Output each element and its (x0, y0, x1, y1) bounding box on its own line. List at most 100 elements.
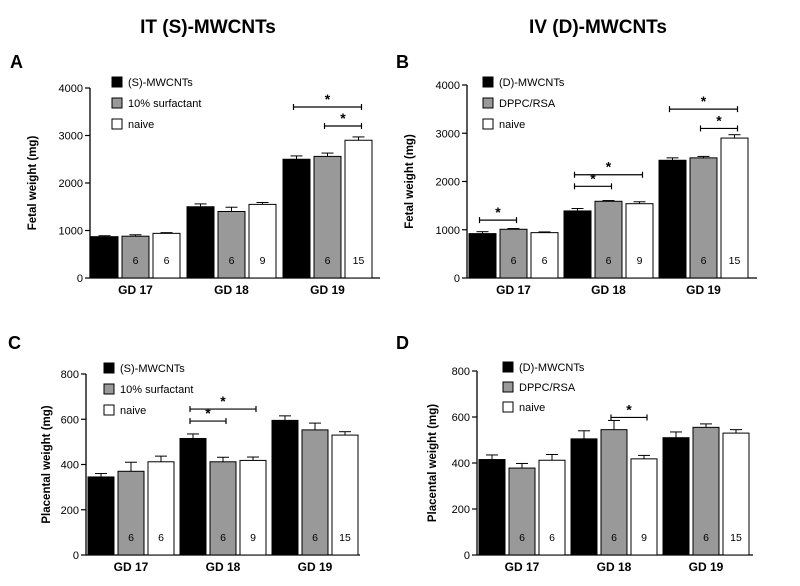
category-label-a-1: GD 18 (214, 283, 249, 297)
legend-label-c-0: (S)-MWCNTs (120, 363, 185, 375)
bar-a-s0-g0 (90, 236, 119, 279)
n-label-a-s1-g1: 6 (229, 255, 235, 267)
sig-star-b-4: * (716, 112, 722, 128)
legend-label-c-1: 10% surfactant (120, 384, 193, 396)
bar-d-s1-g1 (600, 429, 628, 556)
bar-c-s1-g1 (209, 461, 237, 556)
y-tick-label-c-0: 0 (73, 550, 79, 562)
panel-label-c: C (8, 333, 21, 353)
bar-a-s2-g2 (344, 139, 373, 279)
legend-swatch-d-0 (502, 361, 514, 373)
y-tick-label-b-3: 3000 (436, 128, 460, 140)
bar-b-s2-g2 (720, 137, 749, 279)
y-tick-label-d-1: 200 (452, 504, 470, 516)
bar-d-s1-g0 (508, 467, 536, 556)
n-label-a-s2-g1: 9 (260, 255, 266, 267)
y-tick-label-b-2: 2000 (436, 177, 460, 189)
sig-star-b-3: * (701, 93, 707, 109)
bar-b-s0-g1 (563, 210, 592, 279)
legend-swatch-a-2 (111, 118, 123, 130)
bar-a-s2-g1 (248, 203, 277, 279)
n-label-d-s2-g2: 15 (730, 532, 742, 544)
bar-d-s0-g1 (570, 438, 598, 556)
bar-c-s2-g2 (331, 434, 359, 556)
n-label-b-s2-g0: 6 (542, 255, 548, 267)
legend-label-a-1: 10% surfactant (128, 98, 201, 110)
category-label-d-2: GD 19 (689, 560, 724, 574)
n-label-b-s2-g1: 9 (637, 255, 643, 267)
y-tick-label-c-3: 600 (61, 414, 79, 426)
category-label-d-0: GD 17 (505, 560, 540, 574)
legend-label-a-2: naive (128, 119, 154, 131)
bar-a-s1-g1 (217, 211, 246, 279)
panel-label-b: B (396, 52, 409, 72)
y-tick-label-a-2: 2000 (59, 178, 83, 190)
legend-label-b-1: DPPC/RSA (499, 98, 556, 110)
category-label-c-2: GD 19 (298, 560, 333, 574)
sig-star-a-1: * (340, 110, 346, 126)
legend-swatch-a-1 (111, 97, 123, 109)
y-tick-label-b-0: 0 (454, 273, 460, 285)
bar-b-s1-g0 (499, 228, 528, 279)
y-axis-label-d: Placental weight (mg) (427, 404, 439, 522)
y-tick-label-c-2: 400 (61, 460, 79, 472)
legend-swatch-b-2 (482, 118, 494, 130)
y-axis-label-c: Placental weight (mg) (41, 405, 53, 523)
n-label-c-s2-g0: 6 (158, 532, 164, 544)
heading-left: IT (S)-MWCNTs (140, 17, 276, 38)
legend-swatch-b-0 (482, 76, 494, 88)
sig-star-b-0: * (495, 204, 501, 220)
y-axis-label-b: Fetal weight (mg) (404, 134, 416, 229)
n-label-d-s1-g1: 6 (611, 532, 617, 544)
n-label-a-s1-g2: 6 (325, 255, 331, 267)
sig-star-c-1: * (220, 393, 226, 409)
n-label-b-s2-g2: 15 (729, 255, 741, 267)
bar-c-s0-g1 (179, 437, 207, 556)
legend-swatch-d-2 (502, 401, 514, 413)
n-label-c-s0-g0: 6 (98, 532, 104, 544)
panel-label-a: A (10, 52, 23, 72)
n-label-b-s0-g2: 6 (670, 255, 676, 267)
n-label-c-s2-g1: 9 (250, 532, 256, 544)
n-label-a-s0-g2: 6 (294, 255, 300, 267)
legend-swatch-b-1 (482, 97, 494, 109)
y-tick-label-a-0: 0 (77, 273, 83, 285)
y-axis-label-a: Fetal weight (mg) (27, 136, 39, 231)
y-tick-label-d-4: 800 (452, 366, 470, 378)
bar-a-s1-g0 (121, 235, 150, 279)
bar-d-s1-g2 (692, 426, 720, 556)
bar-c-s2-g0 (147, 461, 175, 556)
legend-label-c-2: naive (120, 405, 146, 417)
n-label-c-s1-g1: 6 (220, 532, 226, 544)
bar-a-s0-g2 (282, 158, 311, 279)
category-label-a-2: GD 19 (310, 283, 345, 297)
y-tick-label-c-1: 200 (61, 505, 79, 517)
category-label-a-0: GD 17 (118, 283, 153, 297)
n-label-d-s0-g2: 6 (673, 532, 679, 544)
heading-right: IV (D)-MWCNTs (529, 17, 667, 38)
n-label-b-s1-g2: 6 (701, 255, 707, 267)
category-label-b-0: GD 17 (496, 283, 531, 297)
n-label-d-s1-g0: 6 (519, 532, 525, 544)
n-label-d-s0-g0: 6 (489, 532, 495, 544)
legend-label-b-0: (D)-MWCNTs (499, 77, 565, 89)
bar-a-s0-g1 (186, 206, 215, 279)
y-tick-label-d-3: 600 (452, 412, 470, 424)
legend-swatch-d-1 (502, 381, 514, 393)
bar-d-s0-g0 (478, 459, 506, 556)
n-label-a-s0-g1: 6 (198, 255, 204, 267)
legend-label-d-0: (D)-MWCNTs (519, 362, 585, 374)
n-label-c-s1-g0: 6 (128, 532, 134, 544)
bar-c-s0-g2 (271, 419, 299, 556)
bar-a-s2-g0 (152, 232, 181, 279)
n-label-b-s1-g1: 6 (606, 255, 612, 267)
n-label-d-s1-g2: 6 (703, 532, 709, 544)
bar-d-s2-g2 (722, 432, 750, 556)
panel-label-d: D (396, 333, 409, 353)
y-tick-label-a-3: 3000 (59, 131, 83, 143)
category-label-d-1: GD 18 (597, 560, 632, 574)
y-tick-label-b-4: 4000 (436, 80, 460, 92)
sig-star-d-0: * (626, 401, 632, 417)
y-tick-label-b-1: 1000 (436, 225, 460, 237)
